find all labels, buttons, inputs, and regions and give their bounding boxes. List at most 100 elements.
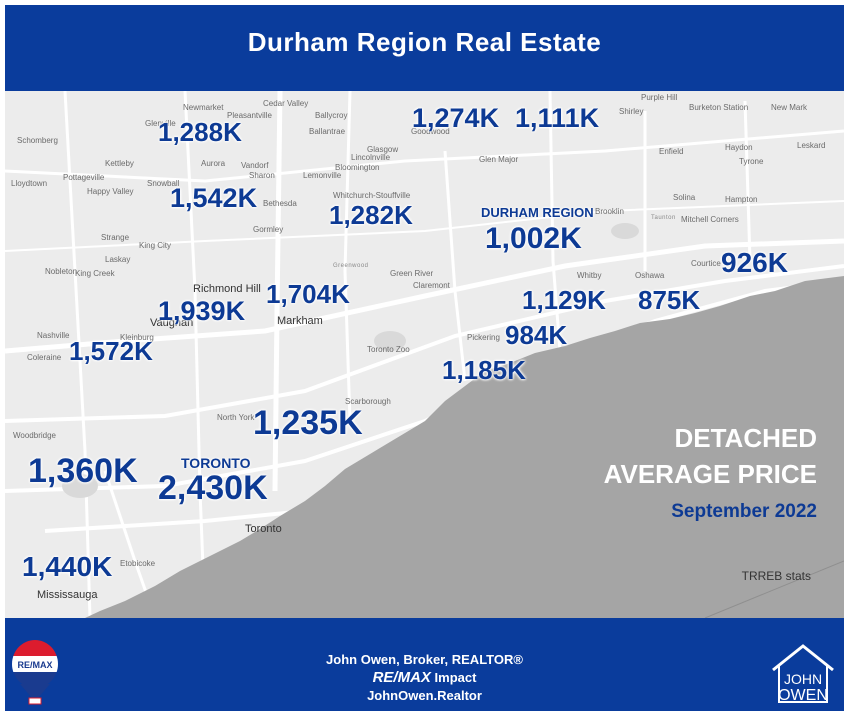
place-label: King Creek — [75, 269, 115, 278]
region-label-durham: DURHAM REGION — [481, 205, 594, 220]
place-label: Bloomington — [335, 163, 380, 172]
legend-date: September 2022 — [671, 501, 817, 522]
place-label: Solina — [673, 193, 696, 202]
price-label: 1,002K — [485, 222, 582, 255]
house-icon: JOHN OWEN — [772, 644, 834, 704]
map-area: Cedar Valley Newmarket Pleasantville Gle… — [5, 91, 844, 618]
place-label: Strange — [101, 233, 130, 242]
balloon-text: RE/MAX — [17, 660, 52, 670]
map-base — [5, 91, 844, 618]
price-label: 1,129K — [522, 285, 606, 315]
price-label: 2,430K — [158, 469, 268, 507]
price-label: 875K — [638, 285, 701, 315]
price-label: 1,282K — [329, 200, 413, 230]
place-label: Kleinburg — [120, 333, 154, 342]
place-label: Burketon Station — [689, 103, 749, 112]
place-label: Glasgow — [367, 145, 399, 154]
place-label: Leskard — [797, 141, 826, 150]
place-label: Nashville — [37, 331, 70, 340]
website-link[interactable]: JohnOwen.Realtor — [367, 688, 482, 703]
place-label: Whitby — [577, 271, 602, 280]
logo-line1: JOHN — [784, 671, 822, 687]
place-label: Vandorf — [241, 161, 269, 170]
place-label: Whitchurch-Stouffville — [333, 191, 411, 200]
place-label: Purple Hill — [641, 93, 678, 102]
legend-title-line2: AVERAGE PRICE — [603, 459, 817, 489]
legend-title-line1: DETACHED — [674, 423, 817, 453]
source-note: TRREB stats — [741, 569, 811, 583]
lake-ontario — [85, 276, 844, 618]
place-label: New Mark — [771, 103, 808, 112]
price-label: 926K — [721, 247, 788, 278]
place-label: Ballantrae — [309, 127, 346, 136]
price-label: 1,274K — [412, 103, 500, 133]
place-label: Claremont — [413, 281, 450, 290]
price-label: 984K — [505, 320, 568, 350]
place-label: Lemonville — [303, 171, 342, 180]
place-label: Laskay — [105, 255, 131, 264]
place-label: Enfield — [659, 147, 684, 156]
price-label: 1,440K — [22, 551, 113, 582]
brokerage-brand: RE/MAX — [372, 669, 431, 686]
place-label: Courtice — [691, 259, 721, 268]
place-label: Sharon — [249, 171, 275, 180]
place-label: Snowball — [147, 179, 180, 188]
page-title: Durham Region Real Estate — [247, 26, 602, 57]
header-bar: Durham Region Real Estate — [5, 5, 844, 79]
place-label: Glen Major — [479, 155, 519, 164]
place-label: Scarborough — [345, 397, 391, 406]
balloon-icon: RE/MAX — [12, 640, 58, 705]
place-label: Mississauga — [37, 589, 98, 601]
place-label: Vaughan — [150, 317, 194, 329]
price-label: 1,939K — [158, 296, 246, 326]
place-label: Toronto — [245, 523, 282, 535]
city-label-toronto: TORONTO — [181, 455, 251, 471]
price-label: 1,185K — [442, 355, 526, 385]
place-label: Pottageville — [63, 173, 105, 182]
place-label: Etobicoke — [120, 559, 156, 568]
place-label: Goodwood — [411, 127, 450, 136]
price-label: 1,704K — [266, 279, 350, 309]
place-label: North York — [217, 413, 255, 422]
place-label: Green River — [390, 269, 434, 278]
place-label: Shirley — [619, 107, 644, 116]
brokerage-line: RE/MAX Impact — [5, 669, 844, 686]
place-label: Lloydtown — [11, 179, 48, 188]
place-label: Tyrone — [739, 157, 764, 166]
place-label: Gormley — [253, 225, 284, 234]
remax-balloon-logo: RE/MAX — [10, 640, 60, 708]
place-label: Oshawa — [635, 271, 665, 280]
place-label: Pickering — [467, 333, 500, 342]
place-label: Hampton — [725, 195, 758, 204]
place-label: Mitchell Corners — [681, 215, 739, 224]
place-label: Richmond Hill — [193, 283, 261, 295]
place-label: Taunton — [651, 215, 676, 221]
place-label: Coleraine — [27, 353, 62, 362]
place-label: Ballycroy — [315, 111, 348, 120]
logo-line2: OWEN — [778, 687, 828, 704]
price-label: 1,288K — [158, 117, 242, 147]
place-label: Schomberg — [17, 136, 58, 145]
place-label: Bethesda — [263, 199, 297, 208]
place-label: Kettleby — [105, 159, 134, 168]
price-label: 1,542K — [170, 183, 258, 213]
brokerage-office: Impact — [434, 670, 477, 685]
place-label: Newmarket — [183, 103, 224, 112]
place-label: Pleasantville — [227, 111, 272, 120]
footer-bar: John Owen, Broker, REALTOR® RE/MAX Impac… — [5, 634, 844, 711]
price-label: 1,572K — [69, 336, 153, 366]
place-label: King City — [139, 241, 172, 250]
place-label: Markham — [277, 315, 323, 327]
place-label: Cedar Valley — [263, 99, 309, 108]
place-label: Greenwood — [333, 263, 369, 269]
place-label: Haydon — [725, 143, 753, 152]
john-owen-logo: JOHN OWEN — [769, 642, 837, 706]
place-label: Happy Valley — [87, 187, 134, 196]
price-label: 1,111K — [515, 103, 600, 133]
place-label: Nobleton — [45, 267, 78, 276]
place-label: Lincolnville — [351, 153, 391, 162]
place-label: Toronto Zoo — [367, 345, 410, 354]
place-label: Aurora — [201, 159, 226, 168]
place-label: Glenville — [145, 119, 176, 128]
price-label: 1,235K — [253, 404, 363, 442]
